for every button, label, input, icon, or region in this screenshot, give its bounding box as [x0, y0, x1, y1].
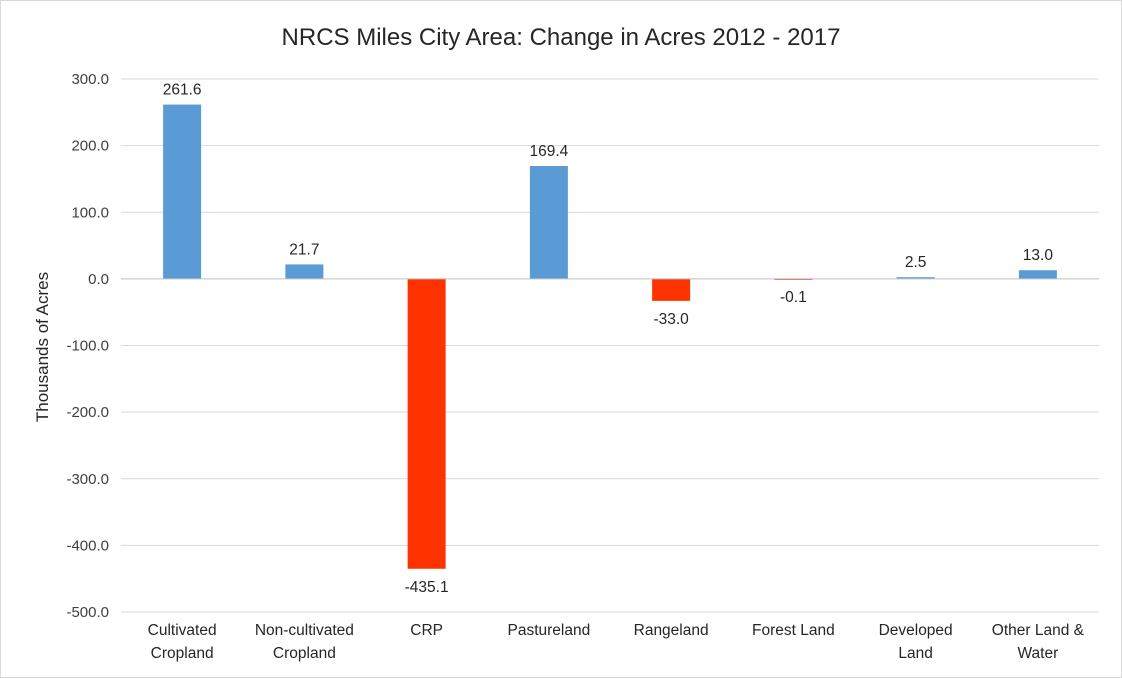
bar	[529, 166, 568, 279]
y-tick-label: -100.0	[66, 338, 109, 355]
category-label-line: Rangeland	[634, 622, 709, 639]
y-tick-label: -500.0	[66, 604, 109, 621]
data-labels: 261.6 21.7 -435.1 169.4 -33.0 -0.1 2.5 13.0	[163, 82, 1054, 596]
category-label: Rangeland	[634, 622, 709, 639]
category-label-line: Water	[1017, 645, 1058, 662]
gridlines	[121, 78, 1099, 613]
data-label: 169.4	[529, 143, 568, 160]
category-label-line: Land	[898, 645, 932, 662]
bar	[652, 278, 691, 301]
category-label: Non-cultivated Cropland	[255, 622, 354, 662]
category-labels: Cultivated Cropland Non-cultivated Cropland…	[148, 622, 1085, 662]
y-tick-label: -300.0	[66, 471, 109, 488]
y-tick-label: 0.0	[88, 271, 109, 288]
bars	[163, 104, 1057, 569]
category-label-line: Forest Land	[752, 622, 835, 639]
category-label-line: Cropland	[273, 645, 336, 662]
data-label: 261.6	[163, 82, 202, 99]
category-label: CRP	[410, 622, 443, 639]
y-tick-label: 100.0	[71, 204, 109, 221]
data-label: -0.1	[780, 289, 807, 306]
category-label-line: Cropland	[151, 645, 214, 662]
y-tick-label: -400.0	[66, 537, 109, 554]
bar	[163, 104, 202, 279]
y-tick-label: 200.0	[71, 138, 109, 155]
data-label: 2.5	[905, 254, 927, 271]
y-tick-label: -200.0	[66, 404, 109, 421]
y-tick-labels: 300.0 200.0 100.0 0.0 -100.0 -200.0 -300.0 -400…	[66, 71, 109, 621]
bar	[285, 264, 324, 279]
data-label: 13.0	[1023, 247, 1054, 264]
bar	[896, 277, 935, 279]
bar	[407, 278, 446, 569]
category-label: Pastureland	[508, 622, 591, 639]
category-label: Developed Land	[879, 622, 953, 662]
bar	[1018, 270, 1057, 279]
category-label-line: Other Land &	[992, 622, 1085, 639]
category-label-line: Cultivated	[148, 622, 217, 639]
category-label-line: Pastureland	[508, 622, 591, 639]
category-label-line: Developed	[879, 622, 953, 639]
y-axis-label: Thousands of Acres	[33, 272, 52, 422]
chart-title: NRCS Miles City Area: Change in Acres 20…	[282, 24, 841, 51]
category-label: Forest Land	[752, 622, 835, 639]
data-label: 21.7	[289, 241, 319, 258]
data-label: -33.0	[653, 311, 689, 328]
data-label: -435.1	[405, 579, 449, 596]
category-label-line: Non-cultivated	[255, 622, 354, 639]
y-tick-label: 300.0	[71, 71, 109, 88]
category-label: Other Land & Water	[992, 622, 1085, 662]
category-label: Cultivated Cropland	[148, 622, 217, 662]
category-label-line: CRP	[410, 622, 443, 639]
